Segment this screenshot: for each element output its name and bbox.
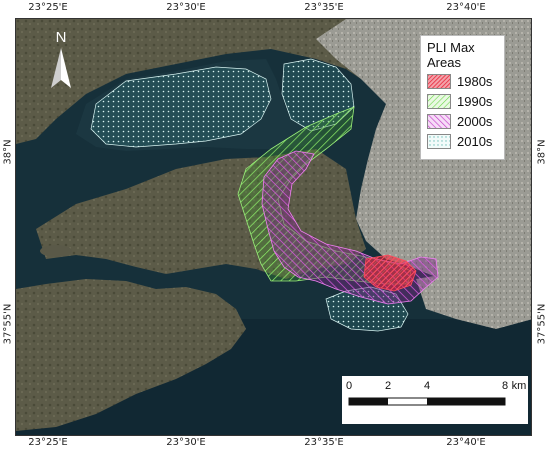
satellite-map[interactable] (15, 18, 532, 436)
bottom-tick-label: 23°30'E (166, 437, 206, 448)
legend-item-1980s: 1980s (427, 72, 498, 90)
top-tick-label: 23°40'E (446, 2, 486, 13)
legend-title: PLI Max (427, 40, 475, 55)
bottom-tick-label: 23°35'E (304, 437, 344, 448)
legend-swatch-1980s (427, 73, 451, 89)
scale-label: 8 (501, 380, 509, 392)
left-tick-label: 38°N (2, 139, 14, 165)
scale-label: 0 (345, 380, 353, 392)
legend-swatch-2000s (427, 113, 451, 129)
legend-swatch-2010s (427, 133, 451, 149)
north-arrow-icon: N (51, 29, 71, 88)
southern-island (16, 279, 246, 431)
pli-area-2010s-north (90, 66, 272, 148)
top-tick-label: 23°30'E (166, 2, 206, 13)
map-legend: PLI Max Areas 1980s 1990s 2000s 2010s (420, 35, 505, 160)
scale-unit: km (511, 380, 527, 392)
legend-label: 2000s (457, 113, 493, 129)
scale-label: 2 (384, 380, 392, 392)
legend-label: 1990s (457, 93, 493, 109)
scale-label: 4 (423, 380, 431, 392)
north-label: N (56, 29, 67, 46)
legend-label: 1980s (457, 73, 493, 89)
pli-area-1980s (363, 254, 417, 292)
top-tick-label: 23°25'E (28, 2, 68, 13)
scale-bar-graphic (348, 397, 506, 406)
legend-item-2000s: 2000s (427, 112, 498, 130)
north-arrow: N (44, 28, 78, 96)
scale-bar: 0 2 4 8 km (342, 376, 528, 424)
southern-coast (416, 269, 531, 329)
right-tick-label: 37°55'N (536, 303, 548, 345)
bottom-tick-label: 23°40'E (446, 437, 486, 448)
legend-swatch-1990s (427, 93, 451, 109)
legend-title-line2: Areas (427, 55, 461, 70)
left-tick-label: 37°55'N (2, 303, 14, 345)
bottom-tick-label: 23°25'E (28, 437, 68, 448)
right-tick-label: 38°N (536, 139, 548, 165)
small-island (40, 245, 72, 257)
legend-item-2010s: 2010s (427, 132, 498, 150)
legend-item-1990s: 1990s (427, 92, 498, 110)
legend-label: 2010s (457, 133, 493, 149)
top-tick-label: 23°35'E (304, 2, 344, 13)
